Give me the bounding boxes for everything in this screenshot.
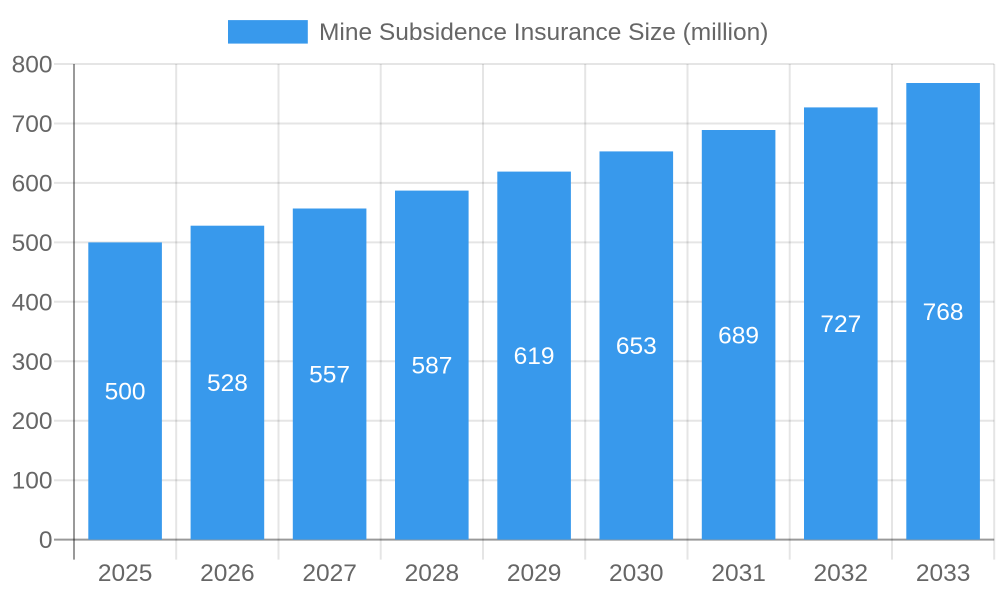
svg-text:600: 600 [12, 170, 53, 197]
svg-text:768: 768 [923, 299, 964, 326]
svg-text:2025: 2025 [98, 560, 153, 587]
svg-text:500: 500 [12, 230, 53, 257]
svg-text:689: 689 [718, 322, 759, 349]
svg-text:200: 200 [12, 408, 53, 435]
svg-text:2027: 2027 [302, 560, 357, 587]
svg-text:2029: 2029 [507, 560, 562, 587]
svg-text:619: 619 [514, 343, 555, 370]
svg-text:2032: 2032 [814, 560, 869, 587]
svg-text:528: 528 [207, 370, 248, 397]
svg-text:727: 727 [820, 311, 861, 338]
svg-text:2028: 2028 [405, 560, 460, 587]
svg-text:2030: 2030 [609, 560, 664, 587]
svg-text:500: 500 [105, 379, 146, 406]
svg-text:100: 100 [12, 468, 53, 495]
svg-text:557: 557 [309, 362, 350, 389]
svg-text:2031: 2031 [711, 560, 766, 587]
svg-text:Mine Subsidence Insurance Size: Mine Subsidence Insurance Size (million) [319, 19, 768, 46]
svg-text:2033: 2033 [916, 560, 971, 587]
svg-text:2026: 2026 [200, 560, 255, 587]
svg-text:800: 800 [12, 52, 53, 79]
svg-text:653: 653 [616, 333, 657, 360]
svg-text:300: 300 [12, 349, 53, 376]
svg-text:587: 587 [411, 353, 452, 380]
svg-text:700: 700 [12, 111, 53, 138]
svg-text:400: 400 [12, 289, 53, 316]
svg-text:0: 0 [39, 527, 53, 554]
